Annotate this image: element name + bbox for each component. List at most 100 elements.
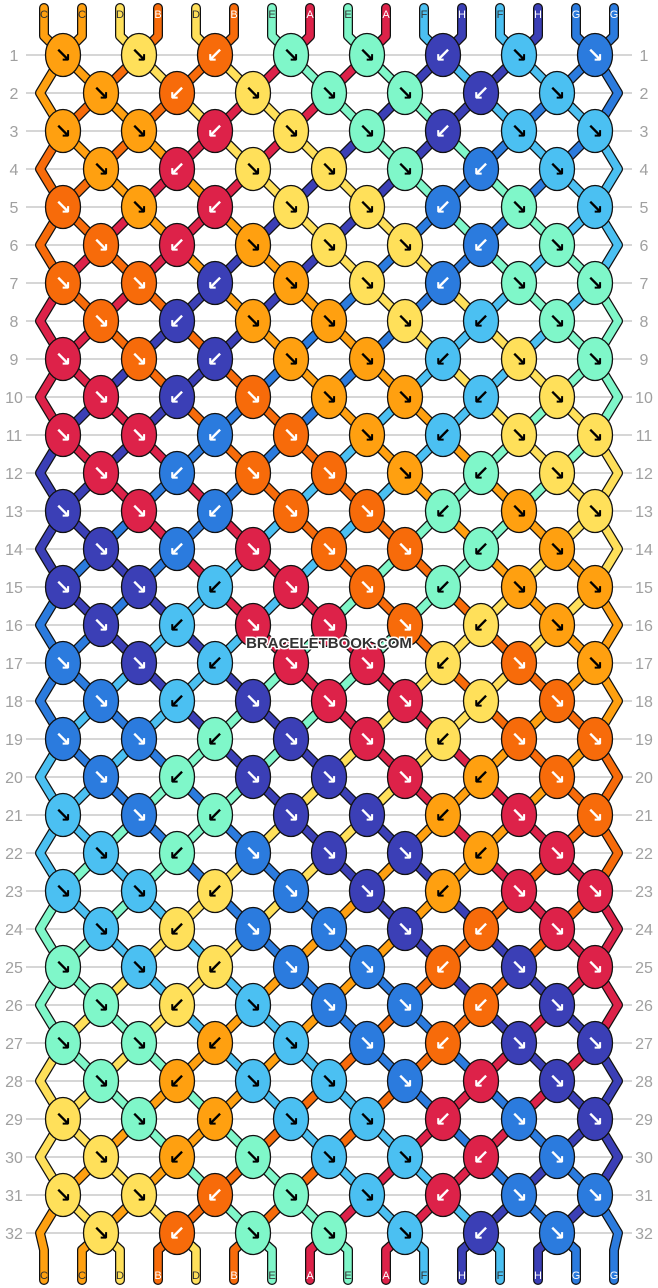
knot-E [234, 1134, 272, 1180]
knot: ↘ [386, 1210, 424, 1256]
top-string-label: G [610, 9, 619, 21]
knot-B [234, 450, 272, 496]
arrow-down-left-icon: ↙ [435, 575, 452, 599]
knot-B [196, 1172, 234, 1218]
row-number-left: 14 [5, 542, 23, 559]
arrow-down-right-icon: ↘ [321, 81, 338, 105]
knot: ↘ [386, 906, 424, 952]
arrow-down-left-icon: ↙ [169, 233, 186, 257]
arrow-down-right-icon: ↘ [511, 1031, 528, 1055]
knot: ↙ [462, 602, 500, 648]
knot: ↙ [196, 412, 234, 458]
knot: ↘ [234, 450, 272, 496]
knot-C [500, 564, 538, 610]
arrow-down-left-icon: ↙ [435, 1183, 452, 1207]
knot: ↘ [310, 1210, 348, 1256]
knot: ↘ [576, 108, 614, 154]
knot: ↘ [348, 184, 386, 230]
knot-E [348, 32, 386, 78]
row-number-left: 30 [5, 1150, 23, 1167]
knot: ↘ [348, 32, 386, 78]
row-number-right: 18 [635, 694, 653, 711]
knot: ↘ [348, 488, 386, 534]
knot-D [272, 108, 310, 154]
arrow-down-right-icon: ↘ [55, 499, 72, 523]
arrow-down-right-icon: ↘ [245, 81, 262, 105]
arrow-down-right-icon: ↘ [55, 575, 72, 599]
arrow-down-right-icon: ↘ [321, 1145, 338, 1169]
arrow-down-left-icon: ↙ [473, 841, 490, 865]
knot: ↙ [158, 754, 196, 800]
knot-B [82, 222, 120, 268]
row-number-left: 25 [5, 960, 23, 977]
knot: ↘ [234, 1210, 272, 1256]
arrow-down-right-icon: ↘ [131, 43, 148, 67]
knot: ↘ [120, 184, 158, 230]
arrow-down-left-icon: ↙ [207, 727, 224, 751]
row-number-right: 30 [635, 1150, 653, 1167]
knot: ↘ [386, 526, 424, 572]
knot: ↘ [348, 564, 386, 610]
knot-F [120, 944, 158, 990]
row-number-left: 13 [5, 504, 23, 521]
knot: ↘ [82, 450, 120, 496]
knot-H [348, 868, 386, 914]
knot: ↘ [234, 1058, 272, 1104]
knot: ↘ [44, 792, 82, 838]
knot-H [500, 1020, 538, 1066]
arrow-down-left-icon: ↙ [169, 689, 186, 713]
knot: ↙ [462, 982, 500, 1028]
knot: ↘ [348, 412, 386, 458]
knot-A [196, 108, 234, 154]
knot-G [576, 32, 614, 78]
knot: ↘ [310, 222, 348, 268]
knot-D [576, 488, 614, 534]
arrow-down-left-icon: ↙ [473, 689, 490, 713]
knot-F [348, 1096, 386, 1142]
bottom-string-label: H [458, 1270, 466, 1282]
arrow-down-right-icon: ↘ [321, 233, 338, 257]
top-string-label: E [344, 9, 351, 21]
knot: ↘ [272, 1020, 310, 1066]
arrow-down-left-icon: ↙ [435, 879, 452, 903]
row-number-right: 17 [635, 656, 653, 673]
knot: ↘ [82, 374, 120, 420]
top-string-label: C [78, 9, 86, 21]
arrow-down-right-icon: ↘ [397, 613, 414, 637]
knot: ↘ [500, 640, 538, 686]
knot: ↘ [82, 1134, 120, 1180]
bottom-string-label: H [534, 1270, 542, 1282]
knot-G [310, 906, 348, 952]
arrow-down-right-icon: ↘ [131, 347, 148, 371]
arrow-down-right-icon: ↘ [511, 43, 528, 67]
arrow-down-right-icon: ↘ [549, 157, 566, 181]
knot-G [386, 982, 424, 1028]
arrow-down-right-icon: ↘ [359, 879, 376, 903]
arrow-down-right-icon: ↘ [93, 1069, 110, 1093]
arrow-down-right-icon: ↘ [397, 1145, 414, 1169]
knot-B [576, 716, 614, 762]
arrow-down-right-icon: ↘ [55, 119, 72, 143]
knot-E [82, 982, 120, 1028]
knot: ↙ [158, 146, 196, 192]
knot-G [158, 450, 196, 496]
arrow-down-left-icon: ↙ [207, 1107, 224, 1131]
knot-A [272, 564, 310, 610]
arrow-down-right-icon: ↘ [587, 423, 604, 447]
bottom-string-label: B [230, 1270, 237, 1282]
knot-F [272, 1020, 310, 1066]
arrow-down-left-icon: ↙ [207, 423, 224, 447]
row-number-right: 19 [635, 732, 653, 749]
knot-E [500, 184, 538, 230]
knot-H [272, 792, 310, 838]
knot: ↘ [310, 906, 348, 952]
arrow-down-right-icon: ↘ [549, 81, 566, 105]
knot: ↘ [234, 830, 272, 876]
knot: ↙ [462, 374, 500, 420]
row-number-left: 1 [10, 48, 19, 65]
row-number-left: 26 [5, 998, 23, 1015]
knot-G [196, 488, 234, 534]
knot: ↙ [462, 1058, 500, 1104]
knot-H [386, 830, 424, 876]
knot-B [348, 564, 386, 610]
